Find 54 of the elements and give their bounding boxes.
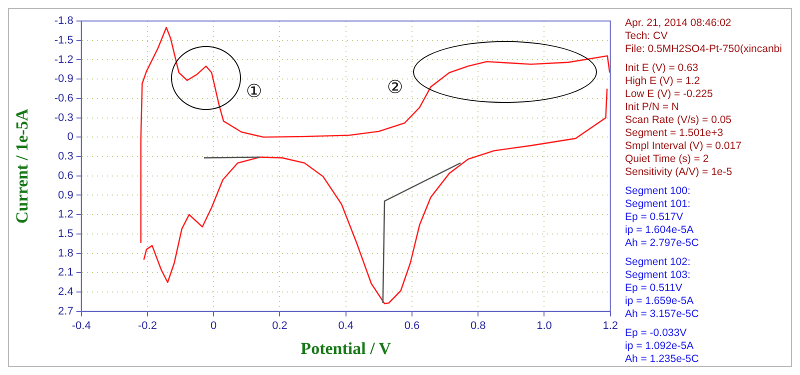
x-tick-label: 1.0	[536, 320, 552, 332]
y-tick-label: -1.8	[54, 15, 74, 28]
y-tick-label: 1.8	[58, 247, 74, 260]
y-tick-label: 1.2	[58, 208, 74, 221]
text: Scan Rate (V/s) = 0.05	[625, 114, 733, 127]
x-axis-title: Potential / V	[300, 339, 392, 358]
y-tick-label: 2.4	[58, 286, 74, 298]
y-tick-label: 0.3	[58, 150, 74, 163]
y-tick-label: -0.9	[54, 73, 74, 86]
text: File: 0.5MH2SO4-Pt-750(xincanbi	[625, 43, 783, 56]
text: Apr. 21, 2014 08:46:02	[625, 17, 732, 30]
text: Init P/N = N	[625, 101, 680, 114]
y-tick-label: 1.5	[58, 228, 74, 240]
text: Segment 101:	[625, 198, 692, 211]
x-tick-label: 0.4	[338, 320, 354, 332]
x-tick-label: -0.4	[72, 320, 91, 332]
text: Ah = 1.235e-5C	[625, 353, 700, 366]
x-tick-label: 1.2	[602, 320, 618, 332]
text: Smpl Interval (V) = 0.017	[625, 140, 742, 153]
annotation: ①	[246, 81, 262, 102]
text: ip = 1.092e-5A	[625, 340, 695, 353]
text: Segment 102:	[625, 256, 692, 269]
text: Ep = 0.511V	[625, 282, 684, 295]
x-tick-label: 0.2	[272, 320, 288, 332]
y-tick-label: -1.2	[54, 54, 74, 66]
text: Tech: CV	[625, 30, 669, 43]
y-tick-label: -1.5	[54, 34, 74, 46]
text: Ep = -0.033V	[625, 327, 688, 340]
y-tick-label: 0.9	[58, 189, 74, 202]
y-tick-label: -0.3	[54, 112, 74, 124]
x-tick-label: -0.2	[138, 320, 157, 332]
text: Ah = 2.797e-5C	[625, 237, 700, 250]
text: Quiet Time (s) = 2	[625, 153, 710, 166]
x-tick-label: 0.8	[470, 320, 486, 332]
text: Init E (V) = 0.63	[625, 62, 700, 75]
annotation: ②	[387, 77, 403, 98]
text: Segment = 1.501e+3	[625, 127, 724, 140]
y-tick-label: -0.6	[54, 92, 74, 104]
x-tick-label: 0.6	[404, 320, 420, 332]
text: Low E (V) = -0.225	[625, 88, 714, 101]
text: Ah = 3.157e-5C	[625, 308, 700, 321]
text: Sensitivity (A/V) = 1e-5	[625, 166, 734, 179]
x-tick-label: 0	[210, 320, 217, 332]
text: High E (V) = 1.2	[625, 75, 701, 88]
y-tick-label: 2.7	[58, 305, 74, 318]
text: Segment 103:	[625, 269, 692, 282]
text: Ep = 0.517V	[625, 211, 684, 224]
y-tick-label: 0.6	[58, 170, 74, 182]
y-axis-title: Current / 1e-5A	[12, 108, 32, 224]
text: ip = 1.659e-5A	[625, 295, 695, 308]
text: Segment 100:	[625, 185, 692, 198]
y-tick-label: 0	[67, 131, 74, 144]
y-tick-label: 2.1	[58, 266, 74, 279]
text: ip = 1.604e-5A	[625, 224, 695, 237]
